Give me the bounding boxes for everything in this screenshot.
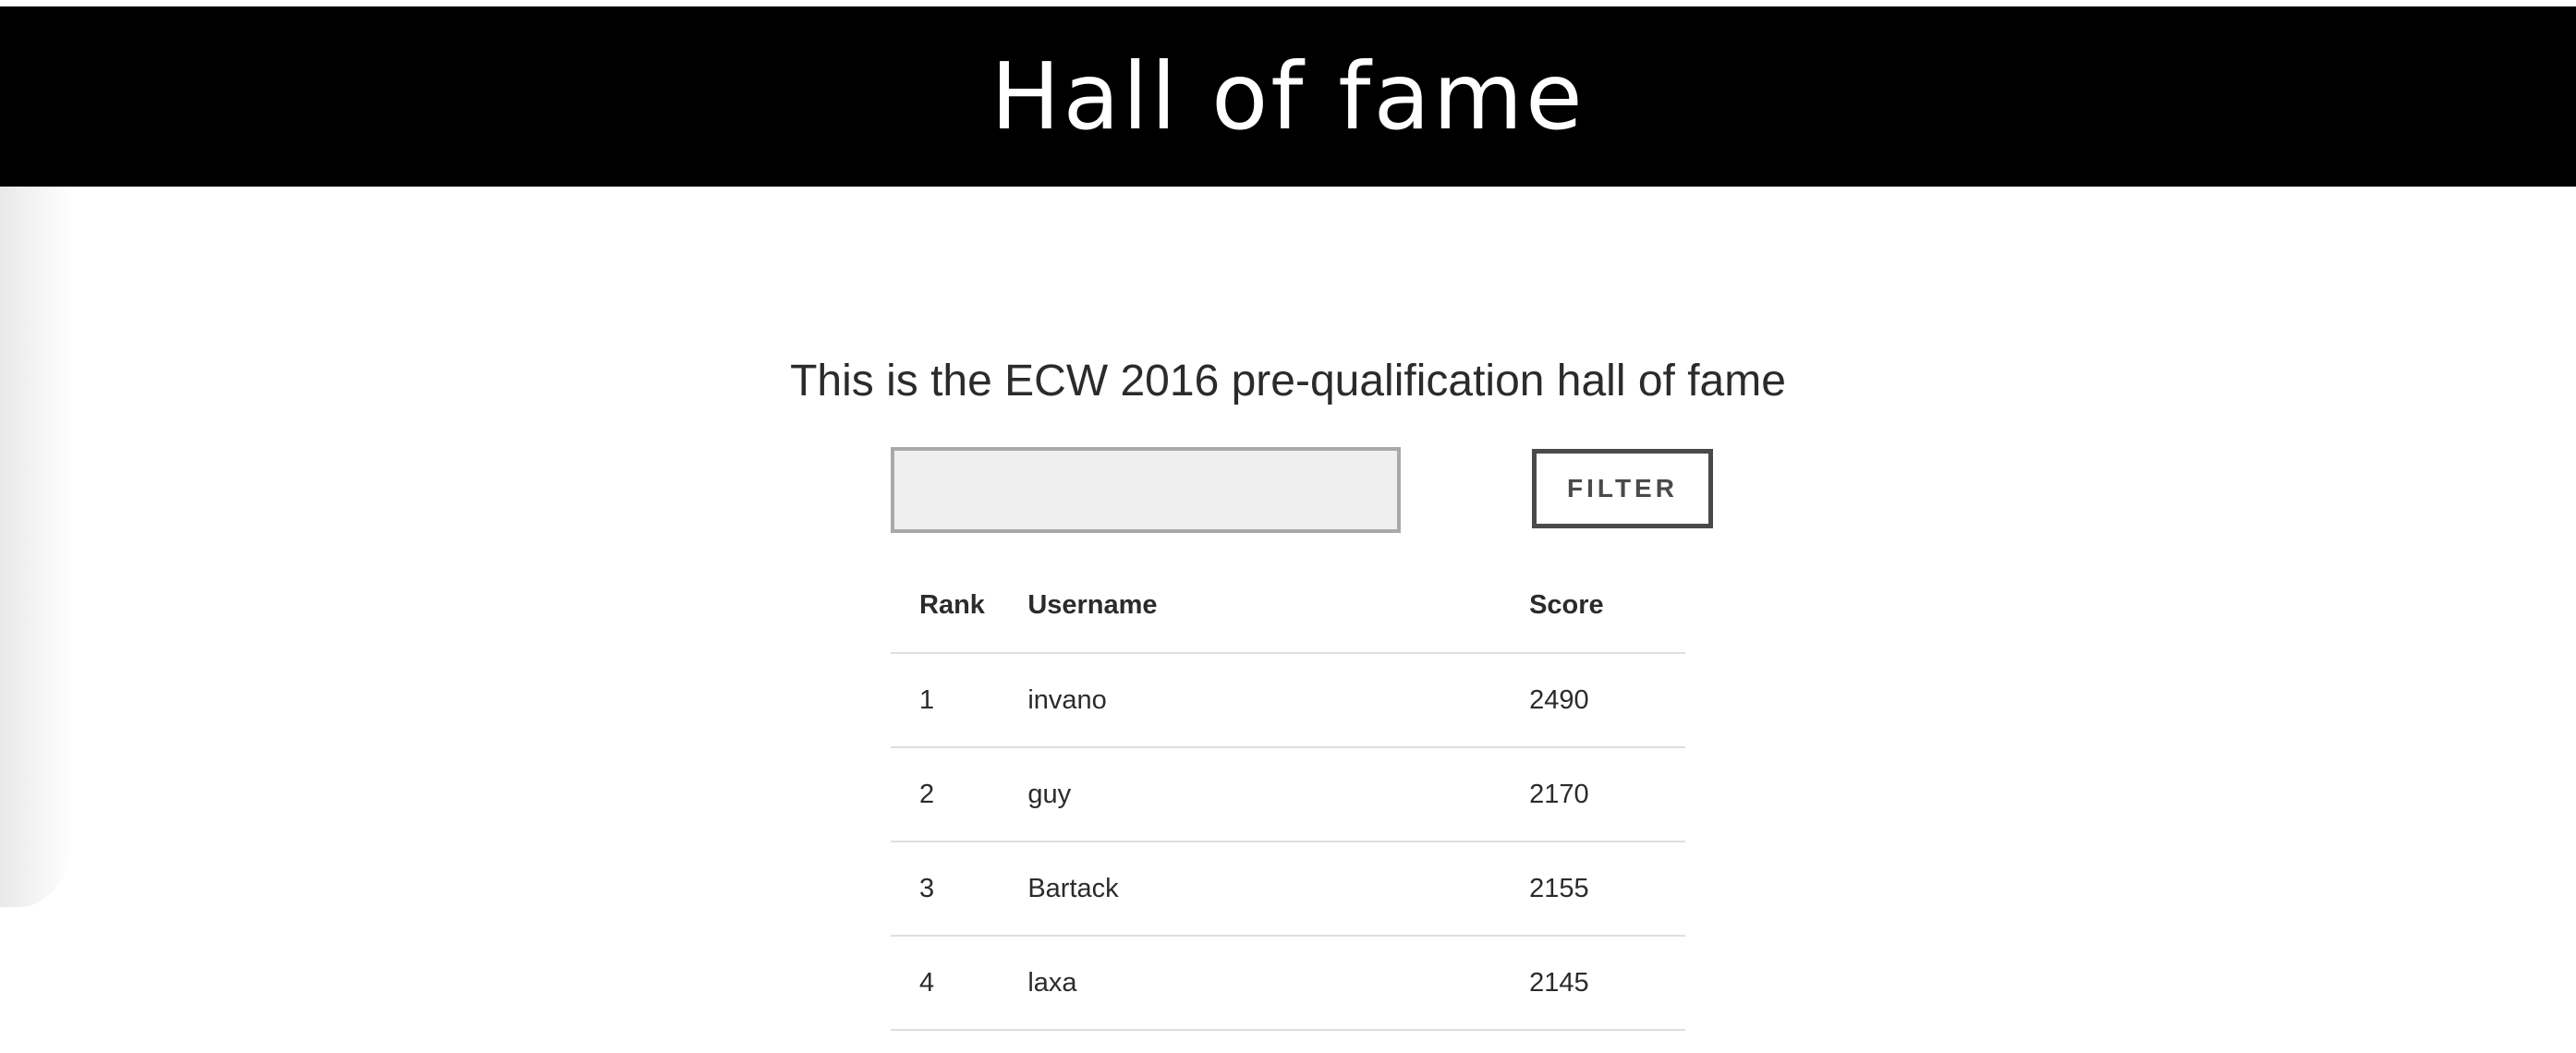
username-cell: Bartack [1027, 841, 1530, 937]
column-header-username: Username [1027, 558, 1530, 654]
filter-button[interactable]: FILTER [1532, 449, 1713, 528]
username-cell: laxa [1027, 936, 1530, 1031]
top-strip [0, 0, 2576, 6]
rank-cell: 1 [891, 653, 1028, 748]
column-header-rank: Rank [891, 558, 1028, 654]
hall-of-fame-table: Rank Username Score 1 invano 2490 2 guy … [891, 558, 1685, 1031]
score-cell: 2145 [1529, 936, 1685, 1031]
page-subtitle: This is the ECW 2016 pre-qualification h… [790, 357, 1786, 405]
score-cell: 2490 [1529, 653, 1685, 748]
header-banner: Hall of fame [0, 6, 2576, 187]
username-cell: guy [1027, 747, 1530, 842]
table-row: 2 guy 2170 [891, 747, 1685, 842]
score-cell: 2170 [1529, 747, 1685, 842]
table-row: 1 invano 2490 [891, 653, 1685, 748]
rank-cell: 3 [891, 841, 1028, 937]
username-cell: invano [1027, 653, 1530, 748]
filter-input[interactable] [891, 447, 1401, 533]
table-row: 4 laxa 2145 [891, 936, 1685, 1031]
table-row: 3 Bartack 2155 [891, 841, 1685, 937]
rank-cell: 2 [891, 747, 1028, 842]
table-header-row: Rank Username Score [891, 558, 1685, 654]
column-header-score: Score [1529, 558, 1685, 654]
side-shadow [0, 187, 74, 907]
table-header: Rank Username Score [891, 558, 1685, 654]
score-cell: 2155 [1529, 841, 1685, 937]
page-title: Hall of fame [990, 42, 1586, 151]
table-body: 1 invano 2490 2 guy 2170 3 Bartack 2155 … [891, 653, 1685, 1031]
rank-cell: 4 [891, 936, 1028, 1031]
